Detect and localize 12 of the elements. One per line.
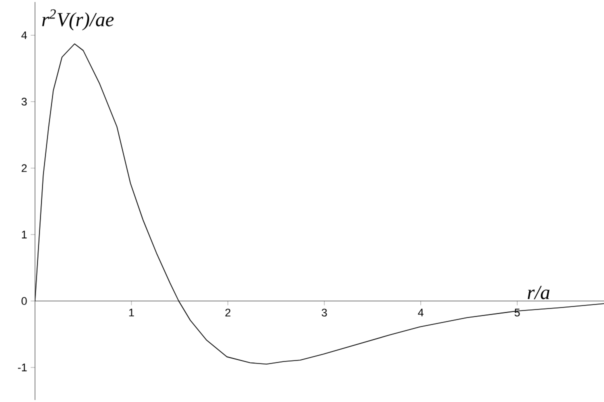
y-tick-label: 1	[22, 230, 27, 238]
y-tick-label: -1	[18, 364, 27, 372]
y-tick-label: 3	[22, 98, 27, 106]
x-axis-title: r/a	[528, 286, 550, 300]
y-axis-title: r$^{2}$V(r)/ae	[42, 9, 114, 30]
x-tick-label: 4	[418, 308, 424, 316]
y-tick-label: 4	[21, 31, 27, 39]
y-tick-label: 0	[22, 297, 27, 305]
y-tick-label: 2	[22, 164, 27, 172]
x-tick-label: 2	[225, 308, 230, 316]
x-tick-label: 1	[129, 308, 134, 316]
x-tick-label: 3	[322, 308, 327, 317]
